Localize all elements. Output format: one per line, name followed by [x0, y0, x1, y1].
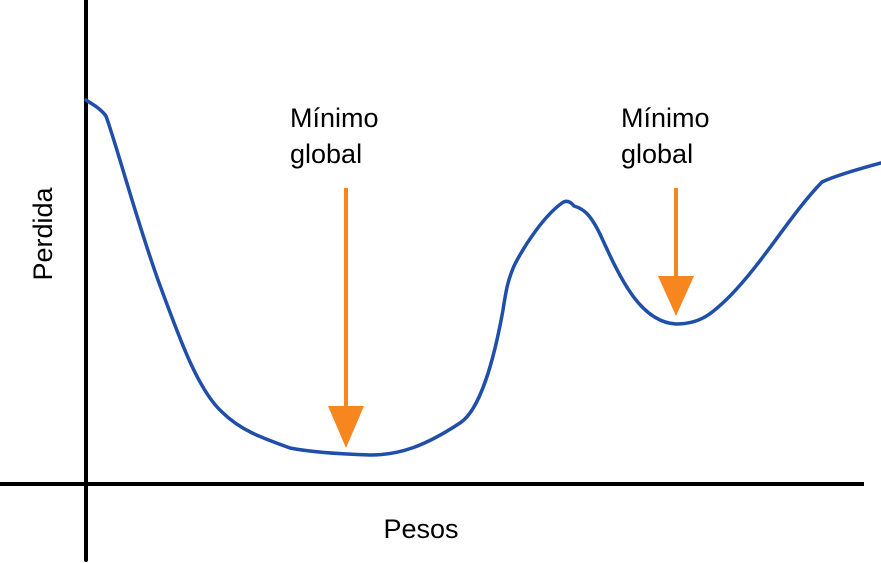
global-minimum-label-line1: Mínimo [290, 103, 379, 133]
local-minimum-label-line2: global [621, 139, 693, 169]
global-minimum-arrowhead-icon [328, 406, 364, 448]
x-axis-label: Pesos [383, 514, 458, 544]
global-minimum-label-line2: global [290, 139, 362, 169]
local-minimum-label-line1: Mínimo [621, 103, 710, 133]
local-minimum-arrowhead-icon [658, 276, 694, 316]
loss-curve [84, 98, 881, 457]
y-axis-label: Perdida [28, 186, 58, 280]
